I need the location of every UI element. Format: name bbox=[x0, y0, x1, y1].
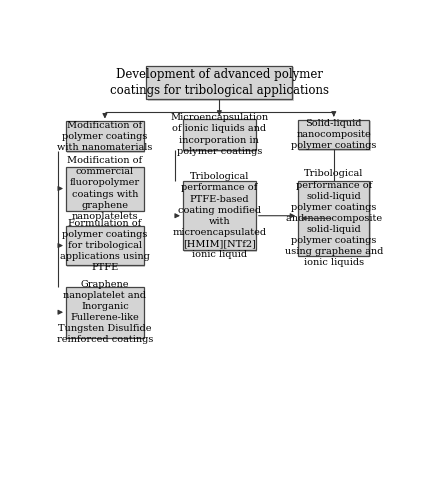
FancyBboxPatch shape bbox=[146, 65, 292, 99]
Text: Solid-liquid
nanocomposite
polymer coatings: Solid-liquid nanocomposite polymer coati… bbox=[291, 119, 377, 150]
FancyBboxPatch shape bbox=[300, 121, 371, 151]
Text: Formulation of
polymer coatings
for tribological
applications using
PTFE: Formulation of polymer coatings for trib… bbox=[60, 219, 150, 272]
Text: Tribological
performance of
PTFE-based
coating modified
with
microencapsulated
[: Tribological performance of PTFE-based c… bbox=[172, 172, 266, 259]
Text: Modification of
polymer coatings
with nanomaterials: Modification of polymer coatings with na… bbox=[57, 121, 153, 152]
Text: Microencapsulation
of ionic liquids and
incorporation in
polymer coatings: Microencapsulation of ionic liquids and … bbox=[170, 113, 268, 156]
FancyBboxPatch shape bbox=[67, 168, 145, 212]
FancyBboxPatch shape bbox=[298, 181, 369, 256]
Text: Graphene
nanoplatelet and
Inorganic
Fullerene-like
Tungsten Disulfide
reinforced: Graphene nanoplatelet and Inorganic Full… bbox=[57, 280, 153, 345]
FancyBboxPatch shape bbox=[67, 227, 145, 267]
FancyBboxPatch shape bbox=[66, 287, 144, 338]
Text: Modification of
commercial
fluoropolymer
coatings with
graphene
nanoplatelets: Modification of commercial fluoropolymer… bbox=[67, 156, 143, 221]
FancyBboxPatch shape bbox=[66, 226, 144, 265]
FancyBboxPatch shape bbox=[66, 121, 144, 151]
FancyBboxPatch shape bbox=[183, 119, 256, 151]
FancyBboxPatch shape bbox=[183, 181, 256, 250]
FancyBboxPatch shape bbox=[300, 182, 371, 257]
FancyBboxPatch shape bbox=[148, 67, 294, 101]
FancyBboxPatch shape bbox=[298, 120, 369, 150]
FancyBboxPatch shape bbox=[66, 166, 144, 211]
FancyBboxPatch shape bbox=[67, 288, 145, 339]
Text: Tribological
performance of
solid-liquid
polymer coatings
and nanocomposite
soli: Tribological performance of solid-liquid… bbox=[285, 169, 383, 267]
FancyBboxPatch shape bbox=[184, 183, 257, 252]
FancyBboxPatch shape bbox=[184, 120, 257, 152]
FancyBboxPatch shape bbox=[67, 123, 145, 153]
Text: Development of advanced polymer
coatings for tribological applications: Development of advanced polymer coatings… bbox=[110, 68, 329, 97]
